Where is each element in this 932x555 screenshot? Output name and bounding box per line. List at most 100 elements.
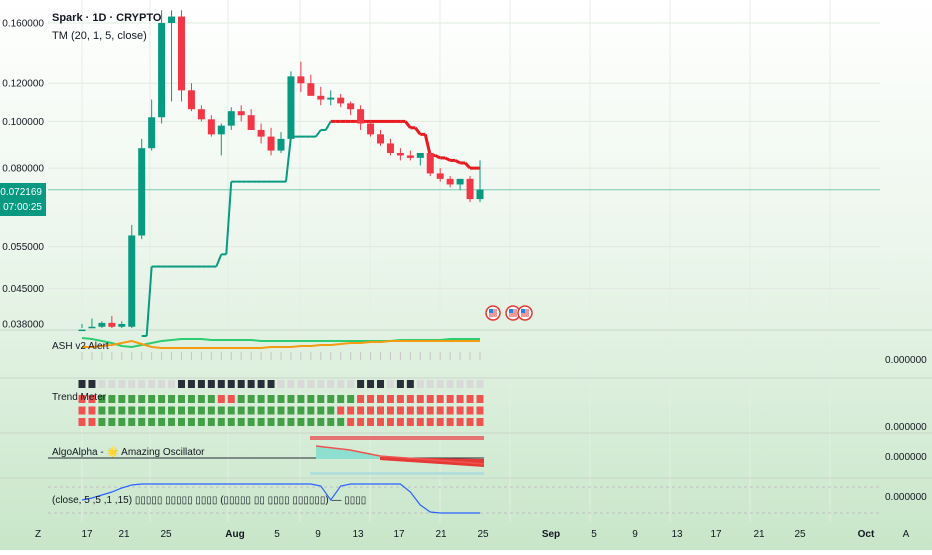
candle[interactable]: [476, 160, 484, 203]
pane-title-oscillator[interactable]: (close, 5 ,5 ,1 ,15) ▯▯▯▯▯ ▯▯▯▯▯ ▯▯▯▯ (▯…: [52, 495, 367, 506]
pane-title-algoalpha[interactable]: AlgoAlpha - 🌟 Amazing Oscillator: [52, 447, 205, 458]
trend-meter-cell: [267, 395, 275, 403]
trend-meter-cell: [367, 418, 375, 426]
candle[interactable]: [307, 74, 315, 96]
pane-title-trend-meter[interactable]: Trend Meter: [52, 392, 107, 403]
candle[interactable]: [187, 83, 195, 112]
candle[interactable]: [357, 105, 365, 130]
candle[interactable]: [436, 168, 444, 182]
candle[interactable]: [267, 127, 275, 156]
time-axis[interactable]: Z 17 21 25 Aug 5 9 13 17 21 25 Sep 5 9 13 17 21 25 Oct A: [35, 529, 910, 540]
trend-meter-cell: [197, 395, 205, 403]
candle[interactable]: [118, 321, 126, 328]
trend-meter-cell: [436, 380, 444, 388]
pane-title-ash[interactable]: ASH v2 Alert: [52, 341, 109, 352]
price-axis[interactable]: 0.160000 0.120000 0.100000 0.080000 0.055000…: [2, 19, 44, 331]
trend-meter-cell: [446, 395, 454, 403]
candle[interactable]: [406, 150, 414, 161]
trend-meter-cell: [168, 406, 176, 415]
pane-value-ash: 0.000000: [885, 355, 927, 366]
candle[interactable]: [148, 99, 156, 151]
candle[interactable]: [158, 10, 166, 124]
trend-meter-cell: [327, 406, 335, 415]
event-icons[interactable]: [485, 305, 533, 321]
price-tick-label: 0.120000: [2, 79, 44, 90]
trend-meter-cell: [158, 418, 166, 426]
trend-meter-cell: [446, 380, 454, 388]
candle[interactable]: [257, 123, 265, 144]
trend-meter-cell: [476, 395, 484, 403]
candle[interactable]: [78, 324, 86, 332]
trend-meter-cell: [207, 380, 215, 388]
candle[interactable]: [327, 90, 335, 106]
trend-meter-cell: [277, 406, 285, 415]
candle[interactable]: [367, 121, 375, 137]
candle[interactable]: [197, 105, 205, 122]
trend-meter-cell: [108, 380, 116, 388]
flag-us-icon[interactable]: [485, 305, 501, 321]
candle-body: [247, 115, 255, 130]
candle[interactable]: [138, 138, 146, 240]
trend-meter-cell: [297, 380, 305, 388]
trend-meter-cell: [317, 406, 325, 415]
candle[interactable]: [347, 101, 355, 116]
candle[interactable]: [98, 321, 106, 328]
trend-meter-cell: [406, 406, 414, 415]
price-tick-label: 0.100000: [2, 117, 44, 128]
trailing-stop-segment: [454, 159, 461, 165]
candle-body: [108, 322, 116, 327]
trend-meter-cell: [247, 395, 255, 403]
trend-meter-cell: [197, 406, 205, 415]
trailing-stop-segment: [145, 266, 153, 337]
trend-meter-cell: [128, 406, 136, 415]
trailing-stop-segment: [434, 154, 441, 160]
trend-meter-cell: [138, 380, 146, 388]
candle[interactable]: [128, 224, 136, 328]
candle-body: [347, 103, 355, 110]
candles[interactable]: [78, 10, 484, 332]
candle[interactable]: [426, 150, 434, 177]
trend-meter-cell: [337, 380, 345, 388]
candle[interactable]: [237, 105, 245, 122]
trailing-stop-segment: [463, 161, 472, 170]
candle[interactable]: [416, 152, 424, 166]
trend-meter-cell: [197, 380, 205, 388]
candle[interactable]: [377, 129, 384, 146]
flag-canton: [509, 309, 513, 313]
candle-body: [377, 134, 384, 144]
candle[interactable]: [88, 318, 96, 329]
candle[interactable]: [396, 148, 404, 161]
flag-us-icon[interactable]: [517, 305, 533, 321]
candle[interactable]: [337, 93, 345, 108]
indicator-legend[interactable]: TM (20, 1, 5, close): [52, 30, 147, 42]
candle[interactable]: [207, 115, 215, 137]
trend-meter-cell: [307, 380, 315, 388]
trend-meter-cell: [257, 418, 265, 426]
trend-meter-cell: [217, 395, 225, 403]
candle[interactable]: [466, 176, 474, 203]
candle[interactable]: [217, 123, 225, 156]
candle-body: [237, 111, 245, 116]
trend-meter-cell: [187, 395, 195, 403]
trend-meter-cell: [456, 418, 464, 426]
candle[interactable]: [446, 176, 454, 188]
candle[interactable]: [108, 315, 116, 328]
candle[interactable]: [456, 178, 464, 191]
trend-meter-cell: [396, 380, 404, 388]
candle[interactable]: [178, 10, 185, 102]
candle[interactable]: [317, 86, 325, 106]
candle-body: [426, 152, 434, 174]
candle[interactable]: [168, 10, 176, 102]
candle[interactable]: [247, 109, 255, 130]
candle[interactable]: [297, 61, 305, 93]
candle[interactable]: [287, 71, 295, 142]
trend-meter-cell: [357, 380, 365, 388]
trend-meter-cell: [257, 395, 265, 403]
candle[interactable]: [386, 138, 394, 156]
trend-meter-cell: [416, 380, 424, 388]
candle[interactable]: [277, 132, 285, 153]
trend-meter-cell: [118, 406, 126, 415]
candle[interactable]: [227, 107, 235, 130]
